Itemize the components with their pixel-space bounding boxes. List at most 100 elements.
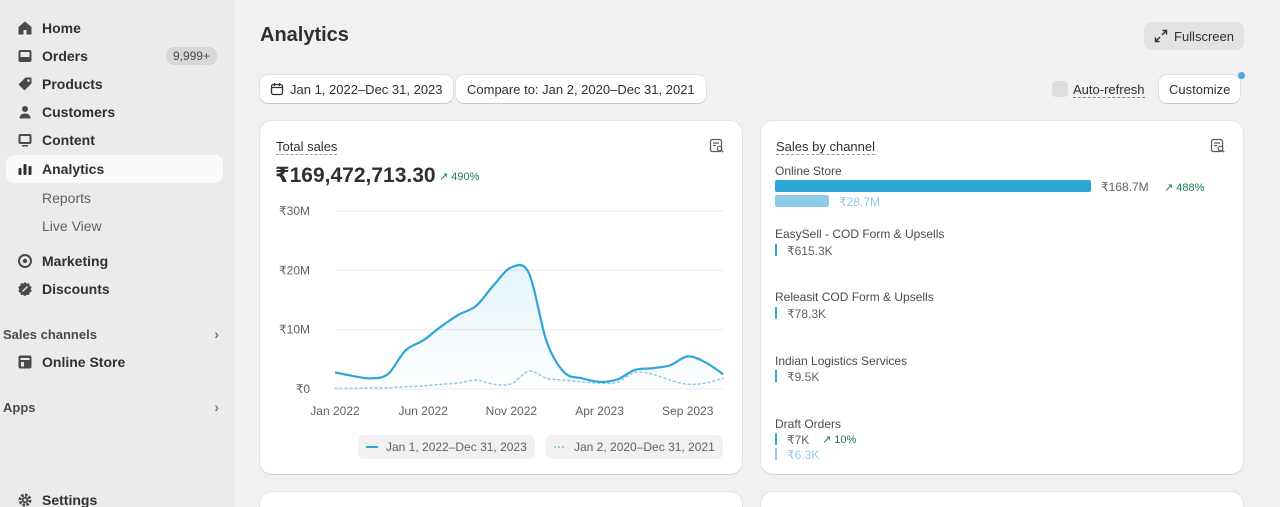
sidebar-item-label: Products — [42, 76, 103, 92]
sidebar-item-analytics[interactable]: Analytics — [6, 155, 223, 183]
channel-bar-current — [775, 180, 1091, 192]
legend-solid-line — [366, 446, 378, 448]
sidebar-item-online-store[interactable]: Online Store — [6, 348, 223, 376]
sidebar: Home Orders 9,999+ Products Customers Co… — [0, 0, 235, 507]
sidebar-item-settings[interactable]: Settings — [6, 486, 223, 507]
total-sales-growth: ↗ 490% — [439, 170, 479, 184]
date-range-button[interactable]: Jan 1, 2022–Dec 31, 2023 — [260, 75, 453, 103]
arrow-up-right-icon: ↗ — [822, 434, 832, 446]
report-card — [260, 492, 742, 507]
customize-label: Customize — [1169, 81, 1231, 97]
x-tick-label: Jun 2022 — [398, 404, 448, 418]
series-area-current — [335, 264, 723, 389]
legend-current-label: Jan 1, 2022–Dec 31, 2023 — [386, 440, 527, 454]
channel-value: ₹7K — [787, 433, 810, 447]
x-tick-label: Sep 2023 — [662, 404, 714, 418]
channel-name: Releasit COD Form & Upsells — [775, 290, 934, 304]
sales-by-channel-card — [761, 121, 1243, 474]
expand-icon — [1154, 29, 1168, 43]
legend-dotted-line — [554, 446, 566, 448]
total-sales-value: ₹169,472,713.30 — [275, 164, 436, 187]
legend-previous-label: Jan 2, 2020–Dec 31, 2021 — [574, 440, 715, 454]
legend-previous-period[interactable]: Jan 2, 2020–Dec 31, 2021 — [546, 435, 723, 459]
channel-growth: ↗ 10% — [822, 433, 857, 447]
sidebar-item-label: Marketing — [42, 253, 109, 269]
fullscreen-label: Fullscreen — [1174, 28, 1234, 44]
channel-bar-current — [775, 307, 777, 319]
sidebar-item-label: Home — [42, 20, 81, 36]
sales-channels-label: Sales channels — [3, 326, 97, 342]
channel-name: Online Store — [775, 164, 842, 178]
channel-name: Draft Orders — [775, 417, 842, 431]
compare-range-label: Compare to: Jan 2, 2020–Dec 31, 2021 — [467, 81, 695, 97]
channel-growth: ↗ 488% — [1164, 181, 1205, 195]
channel-value: ₹168.7M — [1101, 180, 1149, 194]
gear-icon — [17, 492, 33, 507]
compare-range-button[interactable]: Compare to: Jan 2, 2020–Dec 31, 2021 — [456, 75, 706, 103]
legend-current-period[interactable]: Jan 1, 2022–Dec 31, 2023 — [358, 435, 535, 459]
sales-by-channel-title[interactable]: Sales by channel — [776, 139, 876, 155]
apps-header[interactable]: Apps › — [3, 399, 219, 415]
total-sales-line-chart: ₹30M ₹20M ₹10M ₹0 Jan 2022 Jun 2022 Nov 2022 Ap… — [279, 204, 724, 418]
sidebar-item-label: Discounts — [42, 281, 110, 297]
channel-value: ₹9.5K — [787, 370, 820, 384]
fullscreen-button[interactable]: Fullscreen — [1144, 22, 1244, 50]
notification-dot — [1238, 72, 1245, 79]
total-sales-title[interactable]: Total sales — [276, 139, 338, 155]
page-title: Analytics — [260, 24, 349, 46]
home-icon — [17, 20, 33, 36]
discount-icon — [17, 281, 33, 297]
channel-bar-current — [775, 370, 777, 382]
target-icon — [17, 253, 33, 269]
series-line-current — [334, 263, 724, 384]
channel-previous-value: ₹28.7M — [839, 195, 880, 209]
sidebar-item-customers[interactable]: Customers — [6, 98, 223, 126]
channel-growth-value: 488% — [1176, 181, 1205, 194]
sidebar-item-label: Settings — [42, 492, 98, 507]
tag-icon — [17, 76, 33, 92]
sidebar-item-marketing[interactable]: Marketing — [6, 247, 223, 275]
channel-bar-previous — [775, 195, 829, 207]
channel-name: Indian Logistics Services — [775, 354, 908, 368]
sidebar-subitem-live-view[interactable]: Live View — [42, 218, 102, 234]
content-icon — [17, 132, 33, 148]
arrow-up-right-icon: ↗ — [439, 171, 449, 183]
auto-refresh-checkbox[interactable] — [1052, 81, 1068, 97]
x-tick-label: Jan 2022 — [310, 404, 360, 418]
y-tick-label: ₹20M — [279, 263, 310, 277]
channel-bar-previous — [775, 448, 777, 460]
person-icon — [17, 104, 33, 120]
x-tick-label: Apr 2023 — [575, 404, 624, 418]
y-tick-label: ₹10M — [279, 323, 310, 337]
channel-name: EasySell - COD Form & Upsells — [775, 227, 945, 241]
auto-refresh-label[interactable]: Auto-refresh — [1073, 82, 1145, 98]
customize-button[interactable]: Customize — [1159, 75, 1241, 103]
arrow-up-right-icon: ↗ — [1164, 182, 1174, 194]
sidebar-item-home[interactable]: Home — [6, 14, 223, 42]
sidebar-item-orders[interactable]: Orders 9,999+ — [6, 42, 223, 70]
explore-report-icon[interactable] — [1210, 138, 1226, 154]
sidebar-item-label: Content — [42, 132, 95, 148]
channel-bar-current — [775, 244, 777, 256]
y-tick-label: ₹0 — [296, 382, 311, 396]
explore-report-icon[interactable] — [709, 138, 725, 154]
orders-count-badge: 9,999+ — [165, 47, 217, 65]
chevron-right-icon: › — [214, 399, 219, 415]
channel-previous-value: ₹6.3K — [787, 448, 820, 462]
sidebar-subitem-reports[interactable]: Reports — [42, 190, 92, 206]
sidebar-item-content[interactable]: Content — [6, 126, 223, 154]
channel-growth-value: 10% — [834, 433, 857, 446]
y-tick-label: ₹30M — [279, 204, 310, 218]
sidebar-item-discounts[interactable]: Discounts — [6, 275, 223, 303]
sidebar-item-products[interactable]: Products — [6, 70, 223, 98]
channel-bar-current — [775, 433, 777, 445]
x-tick-label: Nov 2022 — [486, 404, 538, 418]
store-icon — [17, 354, 33, 370]
channel-value: ₹615.3K — [787, 244, 833, 258]
report-card — [761, 492, 1243, 507]
sales-channels-header[interactable]: Sales channels › — [3, 326, 219, 342]
calendar-icon — [270, 83, 284, 96]
inbox-icon — [17, 48, 33, 64]
date-range-label: Jan 1, 2022–Dec 31, 2023 — [290, 81, 443, 97]
sidebar-item-label: Orders — [42, 48, 88, 64]
